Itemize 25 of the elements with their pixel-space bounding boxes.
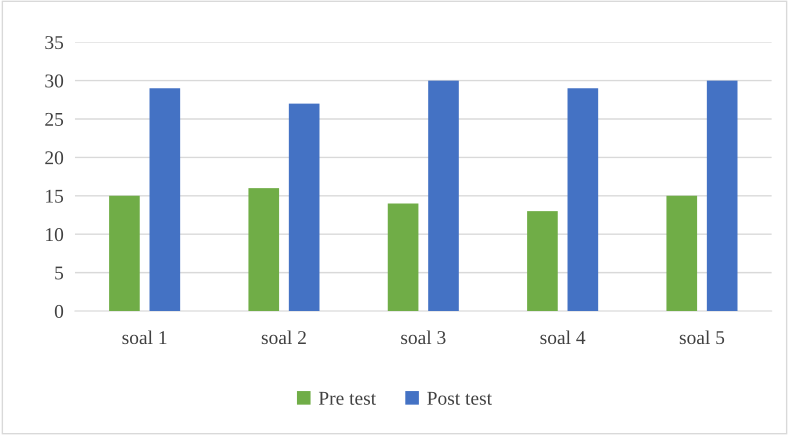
x-tick-label: soal 5 [680,330,724,344]
y-tick-label: 5 [55,266,64,280]
bar [527,211,558,312]
y-tick-label: 25 [45,112,64,126]
x-tick-label: soal 1 [122,330,166,344]
bar [109,196,140,312]
y-tick-label: 0 [54,304,64,318]
legend-label: Pre test [318,392,376,405]
bar [288,104,320,312]
bar [666,196,698,312]
y-tick-label: 15 [46,190,64,203]
x-tick-label: soal 2 [262,330,306,344]
bar [706,80,738,312]
bar [428,80,459,312]
bar [568,88,598,312]
y-tick-label: 20 [45,151,64,164]
legend-label: Post test [427,392,492,405]
x-tick-label: soal 4 [540,330,586,344]
x-tick-label: soal 3 [401,330,446,344]
bar [150,88,180,312]
y-tick-label: 30 [45,74,64,88]
bar [248,188,280,312]
y-tick-label: 35 [45,36,64,50]
y-tick-label: 10 [46,228,64,242]
bar [388,203,418,312]
